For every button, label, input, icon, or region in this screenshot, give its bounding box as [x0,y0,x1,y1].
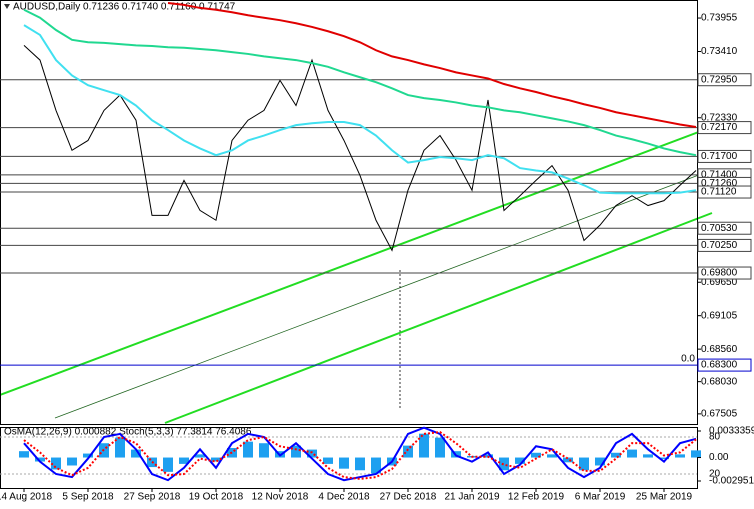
osma-bar [211,457,221,462]
level-label-box [697,73,752,87]
osma-bar [131,449,141,458]
level-label: 0.68300 [701,360,738,371]
level-label: 0.69800 [701,268,738,279]
osma-bar [515,457,525,464]
line-audusd [23,44,697,252]
x-tick-label: 14 Aug 2018 [0,492,53,503]
level-label-box [697,238,752,252]
x-tick-label: 27 Sep 2018 [124,492,181,503]
y-tick-label: 0.0033359 [709,426,754,437]
level-label: 0.70250 [701,240,738,251]
level-label-box [697,149,752,163]
y-tick-label: 0.72330 [701,112,738,123]
y-tick-label: 0.73955 [701,13,738,24]
x-tick-label: 6 Mar 2019 [575,492,626,503]
osma-bar [115,437,125,458]
x-tick-label: 5 Sep 2018 [62,492,114,503]
osma-bar [243,441,253,458]
osma-bar [547,454,557,458]
level-label-box [697,266,752,280]
y-tick-label: 0.00 [709,452,729,463]
line-stoch [23,426,697,482]
symbol-icon [4,4,10,9]
osma-bar [435,437,445,458]
level-label-box [697,185,752,199]
level-label: 0.72170 [701,122,738,133]
osma-bar [371,457,381,474]
x-tick-label: 12 Feb 2019 [508,492,565,503]
osma-bar [163,457,173,472]
level-label-box [697,121,752,135]
osma-bar [195,454,205,458]
trend-line-middle [54,169,713,419]
level-label-box [697,221,752,235]
osma-bar [259,443,269,458]
y2-tick-label: 20 [709,469,721,480]
osma-bar [19,451,29,458]
y2-tick-label: 80 [709,432,721,443]
trend-line-upper [0,126,713,396]
y-tick-label: 0.69105 [701,310,738,321]
level-label: 0.71260 [701,178,738,189]
osma-bar [691,450,701,458]
osma-bar [579,457,589,471]
level-label: 0.71120 [701,187,737,198]
level-label: 0.71700 [701,151,738,162]
x-tick-label: 21 Jan 2019 [444,492,499,503]
line-ema200 [167,2,697,128]
y-tick-label: 0.73410 [701,46,738,57]
osma-bar [627,449,637,458]
oscillator-title: OsMA(12,26,9) 0.000882 Stoch(5,3,3) 77.3… [4,427,252,438]
line-ema50 [23,24,697,195]
osma-bar [339,457,349,469]
y-tick-label: 0.67505 [701,409,738,420]
trend-lines [0,126,713,424]
trend-line-lower [164,212,713,424]
osma-bar [403,445,413,458]
osma-bar [419,433,429,458]
x-tick-label: 27 Dec 2018 [380,492,437,503]
y-tick-label: 0.69650 [701,277,738,288]
osma-bar [531,452,541,458]
y-tick-label: 0.68030 [701,376,738,387]
level-label-box [697,358,752,372]
osma-bar [179,457,189,464]
osma-bar [659,457,669,460]
level-label: 0.72950 [701,74,738,85]
osma-bar [51,457,61,470]
chart-title: AUDUSD,Daily 0.71236 0.71740 0.71160 0.7… [13,2,236,13]
x-tick-label: 12 Nov 2018 [252,492,309,503]
fibo-label: 0.0 [681,354,695,365]
osma-bar [563,457,573,463]
main-panel-frame [0,0,698,425]
x-tick-label: 4 Dec 2018 [318,492,370,503]
line-ema144 [23,8,697,157]
x-tick-label: 25 Mar 2019 [636,492,693,503]
x-tick-label: 19 Oct 2018 [189,492,244,503]
level-label: 0.70530 [701,223,738,234]
osma-bar [611,452,621,458]
osma-bar [83,453,93,458]
osma-bar [595,457,605,466]
osma-bar [499,457,509,471]
osma-bar [291,445,301,458]
level-label: 0.71400 [701,169,738,180]
osma-bar [35,457,45,462]
osma-bar [307,449,317,458]
osma-bar [675,454,685,458]
osma-bar [323,457,333,464]
osma-bar [355,457,365,471]
osma-bar [643,454,653,458]
y-tick-label: -0.002951 [709,476,754,487]
osma-bar [67,457,77,466]
y-tick-label: 0.68560 [701,344,738,355]
